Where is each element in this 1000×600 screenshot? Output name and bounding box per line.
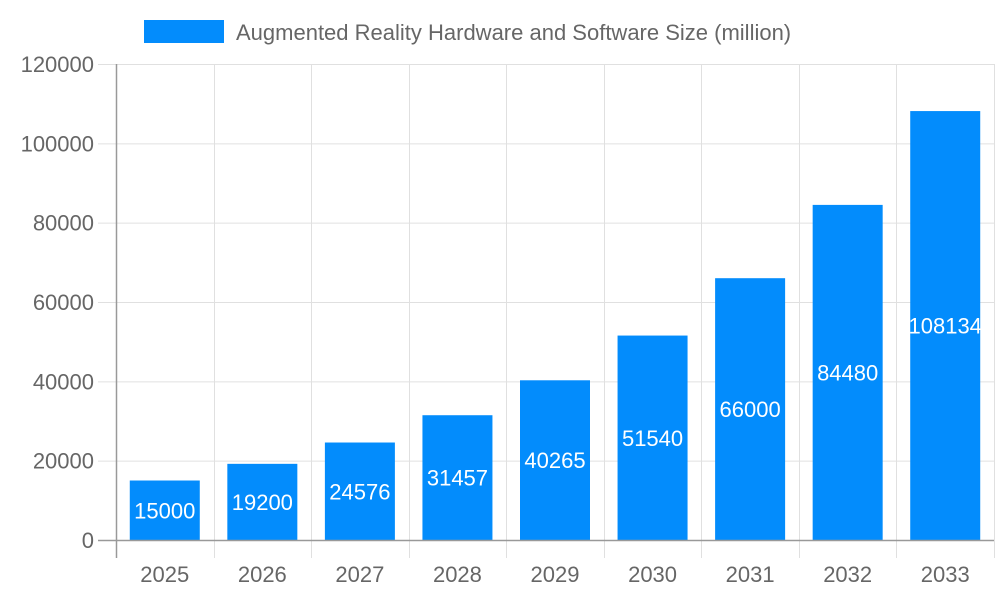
- x-tick-label: 2033: [921, 562, 970, 587]
- legend[interactable]: Augmented Reality Hardware and Software …: [144, 20, 791, 45]
- bar: [617, 335, 688, 540]
- y-tick-label: 120000: [21, 52, 94, 77]
- x-tick-label: 2029: [531, 562, 580, 587]
- data-label: 108134: [909, 314, 982, 339]
- x-tick-label: 2025: [140, 562, 189, 587]
- bar: [324, 442, 395, 540]
- bar: [422, 415, 493, 540]
- y-tick-label: 0: [82, 528, 94, 553]
- y-tick-label: 60000: [33, 290, 94, 315]
- y-tick-label: 40000: [33, 369, 94, 394]
- data-label: 84480: [817, 360, 878, 385]
- bar: [812, 204, 883, 540]
- x-tick-label: 2032: [823, 562, 872, 587]
- legend-swatch: [144, 20, 224, 43]
- grid: [98, 64, 995, 558]
- data-label: 40265: [524, 448, 585, 473]
- x-tick-label: 2030: [628, 562, 677, 587]
- axes: 0 20000 40000 60000 80000 100000 120000 2025 202…: [21, 52, 994, 587]
- y-tick-label: 80000: [33, 211, 94, 236]
- x-tick-label: 2027: [335, 562, 384, 587]
- legend-label: Augmented Reality Hardware and Software …: [236, 20, 791, 45]
- bars: [129, 111, 981, 540]
- data-label: 15000: [134, 498, 195, 523]
- data-labels: 15000 19200 24576 31457 40265 51540 66000 84480…: [134, 314, 982, 524]
- bar: [129, 480, 200, 540]
- x-tick-label: 2031: [726, 562, 775, 587]
- data-label: 66000: [720, 397, 781, 422]
- bar: [715, 278, 786, 540]
- x-tick-label: 2026: [238, 562, 287, 587]
- y-tick-label: 20000: [33, 449, 94, 474]
- bar: [910, 111, 981, 540]
- bar: [227, 463, 298, 540]
- y-tick-label: 100000: [21, 131, 94, 156]
- data-label: 19200: [232, 490, 293, 515]
- bar: [520, 380, 590, 540]
- data-label: 51540: [622, 426, 683, 451]
- x-tick-label: 2028: [433, 562, 482, 587]
- data-label: 24576: [329, 479, 390, 504]
- data-label: 31457: [427, 466, 488, 491]
